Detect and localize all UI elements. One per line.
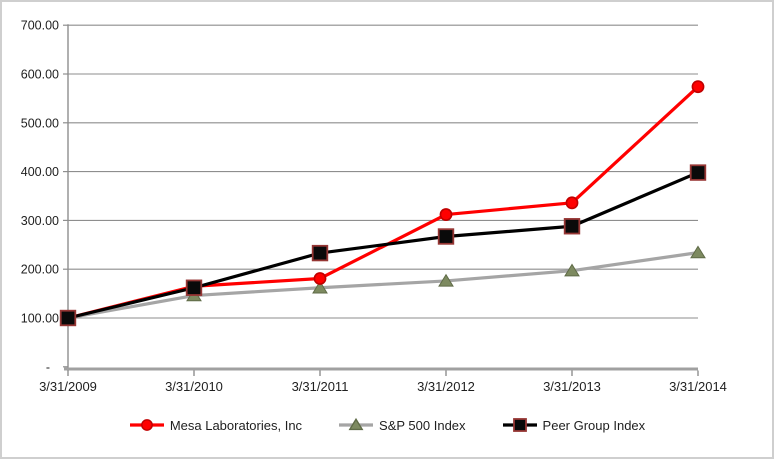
y-axis-label-700: 700.00: [21, 19, 59, 33]
x-axis-label-3-31-2011: 3/31/2011: [292, 379, 349, 394]
performance-line-plot: - 100.00 200.00 300.00 400.00 500.00 600.00 700…: [21, 19, 727, 394]
y-axis-label-600: 600.00: [21, 68, 59, 82]
legend-label: Mesa Laboratories, Inc: [169, 417, 303, 433]
marker-s-p-500-index-4: [564, 263, 580, 277]
marker-s-p-500-index-3: [438, 273, 454, 287]
legend-triangle-marker-icon: [339, 417, 374, 431]
x-axis-label-3-31-2010: 3/31/2010: [165, 379, 223, 394]
legend-item-s-p-500-index: S&P 500 Index: [338, 416, 466, 434]
marker-peer-group-index-1: [185, 279, 203, 296]
marker-mesa-laboratories-inc-3: [439, 208, 453, 221]
x-axis-label-3-31-2009: 3/31/2009: [39, 379, 97, 394]
y-axis-label-300: 300.00: [21, 214, 59, 228]
y-axis-label-0: -: [46, 360, 50, 374]
series-line-s-p-500-index: [66, 251, 700, 320]
legend-circle-marker-icon: [129, 419, 164, 431]
marker-mesa-laboratories-inc-2: [313, 272, 327, 285]
legend-marker-sample: [348, 417, 364, 431]
x-axis-label-3-31-2012: 3/31/2012: [417, 379, 475, 394]
legend-marker-sample: [140, 419, 153, 431]
y-axis-label-500: 500.00: [21, 116, 59, 130]
marker-s-p-500-index-2: [312, 280, 328, 294]
y-axis-label-400: 400.00: [21, 165, 59, 179]
y-axis-label-200: 200.00: [21, 263, 59, 277]
marker-peer-group-index-3: [437, 228, 455, 245]
marker-mesa-laboratories-inc-4: [565, 196, 579, 210]
y-axis-label-100: 100.00: [21, 312, 59, 326]
x-axis-label-3-31-2014: 3/31/2014: [669, 379, 727, 394]
marker-mesa-laboratories-inc-5: [691, 80, 705, 94]
marker-peer-group-index-0: [59, 309, 77, 327]
legend-item-mesa-laboratories-inc: Mesa Laboratories, Inc: [129, 416, 302, 434]
legend-item-peer-group-index: Peer Group Index: [502, 416, 646, 434]
marker-peer-group-index-5: [689, 164, 707, 181]
marker-peer-group-index-4: [563, 218, 581, 235]
marker-peer-group-index-2: [311, 244, 329, 262]
x-axis-label-3-31-2013: 3/31/2013: [543, 379, 601, 394]
legend-label: Peer Group Index: [542, 417, 646, 433]
legend-square-marker-icon: [502, 418, 537, 432]
marker-s-p-500-index-5: [690, 245, 706, 259]
legend-marker-sample: [512, 418, 527, 432]
series-line-peer-group-index: [66, 170, 700, 320]
chart-legend: Mesa Laboratories, Inc S&P 500 Index Peer …: [2, 416, 772, 434]
legend-label: S&P 500 Index: [379, 417, 466, 433]
